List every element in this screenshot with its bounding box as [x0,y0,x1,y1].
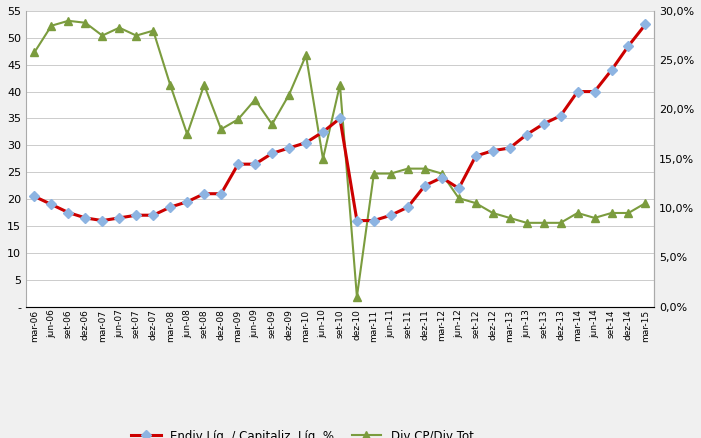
Legend: Endiv Líq. / Capitaliz. Líq. %, Div CP/Div Tot: Endiv Líq. / Capitaliz. Líq. %, Div CP/D… [126,425,478,438]
